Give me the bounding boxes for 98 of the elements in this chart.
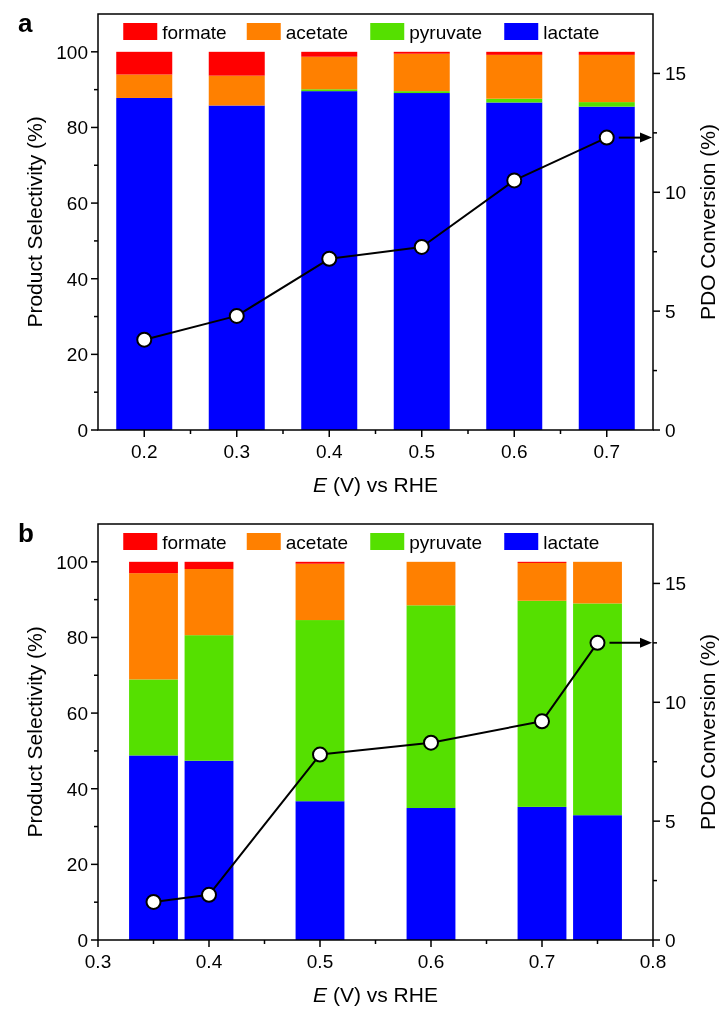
y-tick-label: 40: [66, 778, 88, 800]
point: [201, 886, 217, 903]
bar: [486, 54, 543, 99]
bar: [301, 51, 358, 57]
bar: [184, 635, 234, 761]
y2-axis-title: PDO Conversion (%): [696, 633, 719, 831]
x-tick-label: 0.6: [417, 951, 445, 972]
x-tick-label: 0.4: [316, 441, 343, 462]
point: [598, 129, 615, 146]
bar: [406, 561, 456, 606]
y-tick-label: 0: [77, 420, 88, 441]
bar: [517, 806, 567, 940]
y-tick-label: 0: [77, 930, 88, 951]
x-axis-title: E (V) vs RHE: [313, 473, 438, 496]
bar: [301, 91, 358, 430]
bar: [208, 51, 265, 76]
y-axis-title: Product Selectivity (%): [23, 626, 46, 838]
y2-tick-label: 0: [665, 420, 676, 441]
bar: [208, 75, 265, 106]
x-tick-label: 0.7: [528, 951, 556, 972]
point: [228, 307, 245, 324]
bar: [573, 815, 622, 940]
y2-tick-label: 5: [665, 811, 676, 833]
bar: [406, 808, 456, 940]
y2-tick-label: 0: [665, 930, 676, 951]
bar: [406, 605, 456, 809]
x-tick-label: 0.2: [131, 441, 158, 462]
y-axis-title: Product Selectivity (%): [23, 116, 46, 328]
y2-tick-label: 15: [665, 573, 687, 595]
bar: [129, 679, 178, 756]
bar: [116, 74, 173, 98]
x-axis-title: E (V) vs RHE: [313, 983, 438, 1006]
y-tick-label: 40: [66, 268, 88, 290]
bar: [517, 562, 567, 601]
y2-axis-title: PDO Conversion (%): [696, 123, 719, 321]
bar: [295, 801, 345, 940]
bar: [129, 561, 178, 574]
bar: [486, 102, 543, 430]
legend-label: acetate: [285, 532, 349, 553]
point: [136, 331, 153, 348]
legend-label: pyruvate: [409, 532, 483, 553]
point: [413, 238, 430, 255]
bar: [578, 102, 635, 107]
point: [423, 734, 439, 751]
bar: [129, 755, 178, 940]
legend-label: lactate: [543, 532, 600, 553]
x-tick-label: 0.6: [501, 441, 528, 462]
legend-label: lactate: [543, 22, 600, 43]
legend-label: acetate: [285, 22, 349, 43]
chart-title: a: [18, 8, 33, 38]
x-tick-label: 0.5: [306, 951, 334, 972]
chart-title: b: [18, 518, 34, 548]
point: [506, 172, 523, 189]
point: [589, 634, 606, 651]
point: [312, 746, 328, 763]
bar: [129, 573, 178, 680]
point: [321, 250, 338, 267]
y2-tick-label: 5: [665, 301, 676, 323]
bar: [393, 93, 450, 430]
bar: [578, 106, 635, 430]
legend-label: pyruvate: [409, 22, 483, 43]
bar: [184, 760, 234, 940]
y2-tick-label: 10: [665, 692, 687, 714]
bar: [184, 569, 234, 636]
y2-tick-label: 15: [665, 63, 687, 85]
x-tick-label: 0.7: [593, 441, 620, 462]
bar: [578, 51, 635, 55]
legend-label: formate: [162, 22, 227, 43]
y-tick-label: 100: [56, 551, 88, 573]
bar: [578, 54, 635, 103]
x-tick-label: 0.4: [195, 951, 223, 972]
bar: [295, 620, 345, 802]
y-tick-label: 20: [66, 344, 88, 366]
y-tick-label: 20: [66, 854, 88, 876]
y-tick-label: 100: [56, 41, 88, 63]
bar: [184, 561, 234, 569]
y-tick-label: 80: [66, 627, 88, 649]
legend-label: formate: [162, 532, 227, 553]
y-tick-label: 60: [66, 193, 88, 215]
bar: [486, 51, 543, 55]
bar: [116, 51, 173, 75]
bar: [208, 105, 265, 430]
point: [534, 713, 550, 730]
point: [145, 893, 162, 910]
bar: [393, 53, 450, 92]
x-tick-label: 0.8: [639, 951, 667, 972]
bar: [116, 97, 173, 430]
y-tick-label: 80: [66, 117, 88, 139]
y2-tick-label: 10: [665, 182, 687, 204]
bar: [573, 561, 622, 604]
x-tick-label: 0.3: [223, 441, 250, 462]
y-tick-label: 60: [66, 703, 88, 725]
bar: [301, 56, 358, 90]
bar: [295, 563, 345, 621]
x-tick-label: 0.3: [84, 951, 112, 972]
x-tick-label: 0.5: [408, 441, 435, 462]
bar: [517, 600, 567, 807]
bar: [573, 603, 622, 816]
